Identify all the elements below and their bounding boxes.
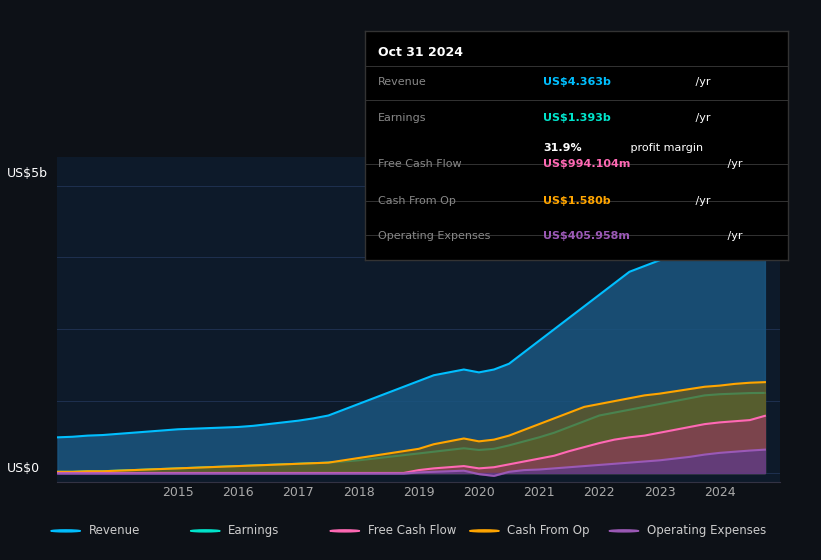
Text: US$1.580b: US$1.580b [543, 196, 611, 206]
Text: 31.9%: 31.9% [543, 143, 581, 153]
Circle shape [190, 530, 220, 532]
Text: profit margin: profit margin [627, 143, 704, 153]
Circle shape [51, 530, 80, 532]
Text: /yr: /yr [724, 160, 742, 169]
Text: US$1.393b: US$1.393b [543, 114, 611, 123]
Text: US$0: US$0 [7, 462, 40, 475]
Text: Earnings: Earnings [378, 114, 427, 123]
Text: Operating Expenses: Operating Expenses [647, 524, 766, 538]
Text: US$994.104m: US$994.104m [543, 160, 631, 169]
Text: US$4.363b: US$4.363b [543, 77, 611, 87]
Circle shape [470, 530, 499, 532]
Circle shape [609, 530, 639, 532]
Text: Cash From Op: Cash From Op [378, 196, 456, 206]
Text: Free Cash Flow: Free Cash Flow [368, 524, 456, 538]
Text: Cash From Op: Cash From Op [507, 524, 589, 538]
Text: Revenue: Revenue [378, 77, 427, 87]
Text: US$5b: US$5b [7, 166, 48, 180]
Text: Free Cash Flow: Free Cash Flow [378, 160, 461, 169]
Text: Earnings: Earnings [228, 524, 280, 538]
Text: Oct 31 2024: Oct 31 2024 [378, 46, 463, 59]
Text: Revenue: Revenue [89, 524, 140, 538]
Text: /yr: /yr [692, 114, 710, 123]
Text: /yr: /yr [724, 231, 742, 241]
Text: Operating Expenses: Operating Expenses [378, 231, 490, 241]
Text: /yr: /yr [692, 77, 710, 87]
Circle shape [330, 530, 360, 532]
Text: /yr: /yr [692, 196, 710, 206]
Text: US$405.958m: US$405.958m [543, 231, 630, 241]
